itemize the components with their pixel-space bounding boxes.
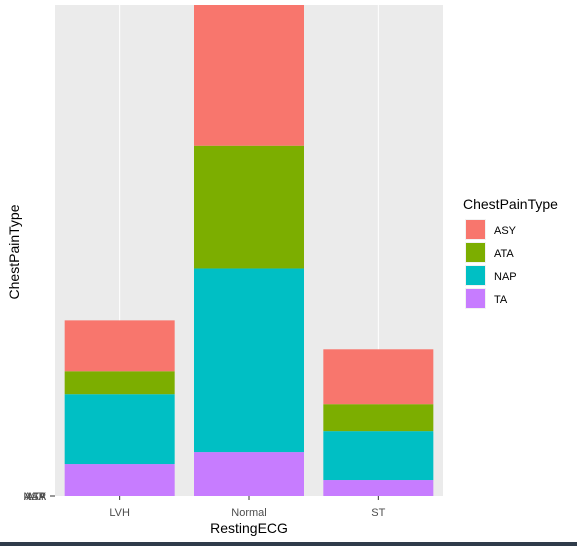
y-tick-label: ASY <box>24 491 47 503</box>
bar-st-nap <box>323 431 434 481</box>
legend-label-asy: ASY <box>494 225 517 237</box>
x-tick-label-normal: Normal <box>231 507 266 519</box>
y-tick-label: NAP <box>23 491 46 503</box>
legend-swatch-asy <box>466 220 485 239</box>
legend-label-ata: ATA <box>494 248 514 260</box>
bar-st-ta <box>323 480 434 496</box>
y-axis-title: ChestPainType <box>6 204 22 299</box>
bar-lvh-asy <box>64 320 175 372</box>
bar-normal-ta <box>194 452 304 496</box>
bar-st-ata <box>323 404 434 432</box>
bar-normal-ata <box>194 145 304 269</box>
legend-swatch-nap <box>466 266 485 285</box>
y-tick-label: TA <box>33 491 47 503</box>
legend: ChestPainType ASY ATA NAP TA <box>463 196 558 309</box>
x-tick-label-st: ST <box>371 507 385 519</box>
x-tick-label-lvh: LVH <box>109 507 130 519</box>
x-axis-title: RestingECG <box>210 520 288 536</box>
window-bottom-bar <box>0 542 577 546</box>
bar-lvh-ata <box>64 371 175 395</box>
bar-st-asy <box>323 349 434 405</box>
bar-normal-nap <box>194 268 304 453</box>
bar-normal-asy <box>194 5 304 146</box>
legend-label-nap: NAP <box>494 271 517 283</box>
bar-lvh-ta <box>64 464 175 496</box>
x-axis: LVH Normal ST <box>109 496 386 519</box>
legend-swatch-ta <box>466 289 485 308</box>
y-tick-label: ATA <box>26 491 46 503</box>
legend-title: ChestPainType <box>463 196 558 212</box>
legend-label-ta: TA <box>494 294 508 306</box>
bars-group <box>64 5 434 496</box>
legend-swatch-ata <box>466 243 485 262</box>
bar-lvh-nap <box>64 394 175 465</box>
